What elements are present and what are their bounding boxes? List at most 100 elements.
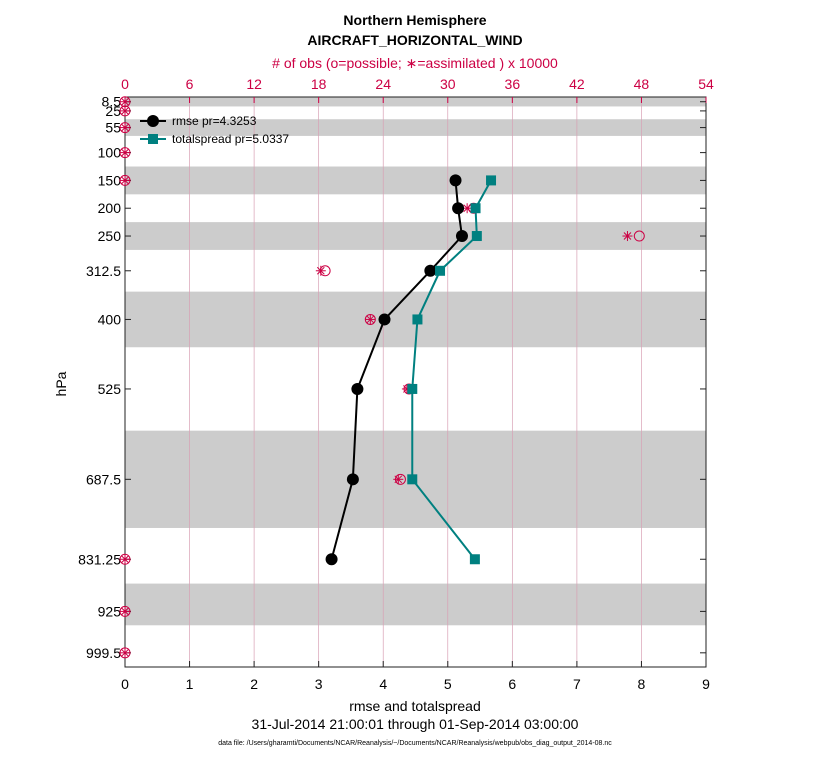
- top-tick-label-42: 42: [569, 76, 585, 92]
- top-tick-label-12: 12: [246, 76, 262, 92]
- obs-assimilated-1: [120, 105, 130, 116]
- rmse-point-5: [351, 382, 364, 395]
- totalspread-point-0: [486, 175, 497, 186]
- obs-assimilated-7: [315, 265, 326, 276]
- obs-assimilated-6: [622, 231, 633, 242]
- obs-assimilated-8: [365, 314, 376, 325]
- rmse-point-1: [452, 202, 465, 215]
- top-tick-label-6: 6: [186, 76, 194, 92]
- top-tick-label-24: 24: [375, 76, 391, 92]
- shaded-band-6: [125, 583, 706, 626]
- y-tick-label-3: 100: [98, 145, 122, 161]
- obs-assimilated-8-stroke-3: [366, 315, 375, 324]
- obs-assimilated-3-stroke-3: [121, 148, 129, 157]
- obs-assimilated-5-stroke-3: [463, 204, 471, 213]
- y-tick-label-13: 999.5: [86, 645, 121, 661]
- totalspread-point-1: [470, 203, 481, 214]
- obs-assimilated-1-stroke-3: [121, 107, 129, 115]
- legend-totalspread-marker: [148, 134, 158, 144]
- footnote: data file: /Users/gharamti/Documents/NCA…: [218, 740, 612, 747]
- x-tick-label-5: 5: [444, 676, 452, 692]
- obs-assimilated-2: [120, 122, 130, 133]
- series-points: [325, 174, 497, 566]
- y-tick-label-10: 687.5: [86, 471, 121, 487]
- obs-assimilated-10: [393, 474, 404, 485]
- bottom-axis: 0 1 2 3 4 5 6 7 8 9: [121, 661, 710, 692]
- y-tick-label-12: 925: [98, 603, 122, 619]
- legend: rmse pr=4.3253 totalspread pr=5.0337: [140, 114, 289, 146]
- y-tick-label-6: 250: [98, 228, 122, 244]
- y-tick-label-5: 200: [98, 200, 122, 216]
- obs-assimilated-4: [120, 175, 130, 186]
- legend-rmse-marker: [147, 115, 159, 127]
- y-tick-label-0: 8.5: [102, 94, 122, 110]
- y-axis-label: hPa: [53, 371, 69, 396]
- obs-assimilated-11-stroke-3: [121, 555, 129, 564]
- plot-frame: [124, 96, 707, 668]
- y-tick-label-9: 525: [98, 381, 122, 397]
- rmse-point-4: [378, 313, 391, 326]
- y-tick-label-4: 150: [98, 172, 122, 188]
- top-tick-label-54: 54: [698, 76, 714, 92]
- obs-assimilated-11: [120, 554, 130, 565]
- totalspread-point-2: [471, 231, 482, 242]
- legend-totalspread-label: totalspread pr=5.0337: [172, 132, 289, 146]
- shaded-band-2: [125, 166, 706, 195]
- shaded-band-0: [125, 97, 706, 107]
- totalspread-point-4: [412, 314, 423, 325]
- obs-assimilated-6-stroke-3: [623, 232, 632, 240]
- top-tick-label-0: 0: [121, 76, 129, 92]
- top-axis: 0 6 12 18 24 30 36 42 48 54: [121, 76, 714, 103]
- obs-assimilated-0-stroke-3: [121, 97, 129, 106]
- x-tick-label-0: 0: [121, 676, 129, 692]
- obs-assimilated-2-stroke-3: [121, 123, 129, 132]
- y-tick-label-7: 312.5: [86, 263, 121, 279]
- rmse-point-2: [455, 230, 468, 243]
- obs-assimilated-13: [120, 647, 130, 658]
- date-range: 31-Jul-2014 21:00:01 through 01-Sep-2014…: [252, 716, 579, 732]
- totalspread-point-3: [435, 265, 446, 276]
- y-tick-label-11: 831.25: [78, 551, 121, 567]
- y-tick-label-1: 25: [105, 103, 121, 119]
- x-tick-label-1: 1: [186, 676, 194, 692]
- x-tick-label-4: 4: [379, 676, 387, 692]
- x-tick-label-2: 2: [250, 676, 258, 692]
- y-tick-label-2: 55: [105, 120, 121, 136]
- obs-count-markers: [119, 96, 645, 659]
- top-tick-label-30: 30: [440, 76, 456, 92]
- top-tick-label-48: 48: [634, 76, 650, 92]
- shaded-band-3: [125, 222, 706, 250]
- shaded-band-1: [125, 119, 706, 136]
- top-axis-label: # of obs (o=possible; ∗=assimilated ) x …: [272, 55, 558, 71]
- obs-assimilated-0: [120, 96, 130, 107]
- obs-assimilated-7-stroke-3: [316, 266, 325, 275]
- top-tick-label-36: 36: [505, 76, 521, 92]
- rmse-point-6: [346, 473, 359, 486]
- obs-assimilated-3: [120, 147, 130, 158]
- x-tick-label-6: 6: [508, 676, 516, 692]
- obs-assimilated-12: [120, 606, 130, 617]
- totalspread-point-5: [407, 383, 418, 394]
- rmse-point-3: [424, 264, 437, 277]
- chart-subtitle: AIRCRAFT_HORIZONTAL_WIND: [307, 32, 522, 48]
- x-tick-label-3: 3: [315, 676, 323, 692]
- x-tick-label-9: 9: [702, 676, 710, 692]
- y-tick-label-8: 400: [98, 311, 122, 327]
- obs-assimilated-4-stroke-3: [121, 176, 129, 185]
- obs-assimilated-10-stroke-3: [394, 475, 403, 484]
- top-tick-label-18: 18: [311, 76, 327, 92]
- rmse-point-0: [449, 174, 462, 187]
- chart-title: Northern Hemisphere: [343, 12, 486, 28]
- legend-rmse-label: rmse pr=4.3253: [172, 114, 257, 128]
- obs-possible-6: [633, 230, 645, 242]
- shaded-bands: [125, 97, 706, 626]
- rmse-point-7: [325, 553, 338, 566]
- x-tick-label-8: 8: [638, 676, 646, 692]
- obs-assimilated-12-stroke-3: [121, 607, 129, 616]
- totalspread-point-7: [469, 554, 480, 565]
- obs-assimilated-13-stroke-3: [121, 648, 129, 657]
- x-axis-label: rmse and totalspread: [349, 698, 481, 714]
- totalspread-point-6: [407, 474, 418, 485]
